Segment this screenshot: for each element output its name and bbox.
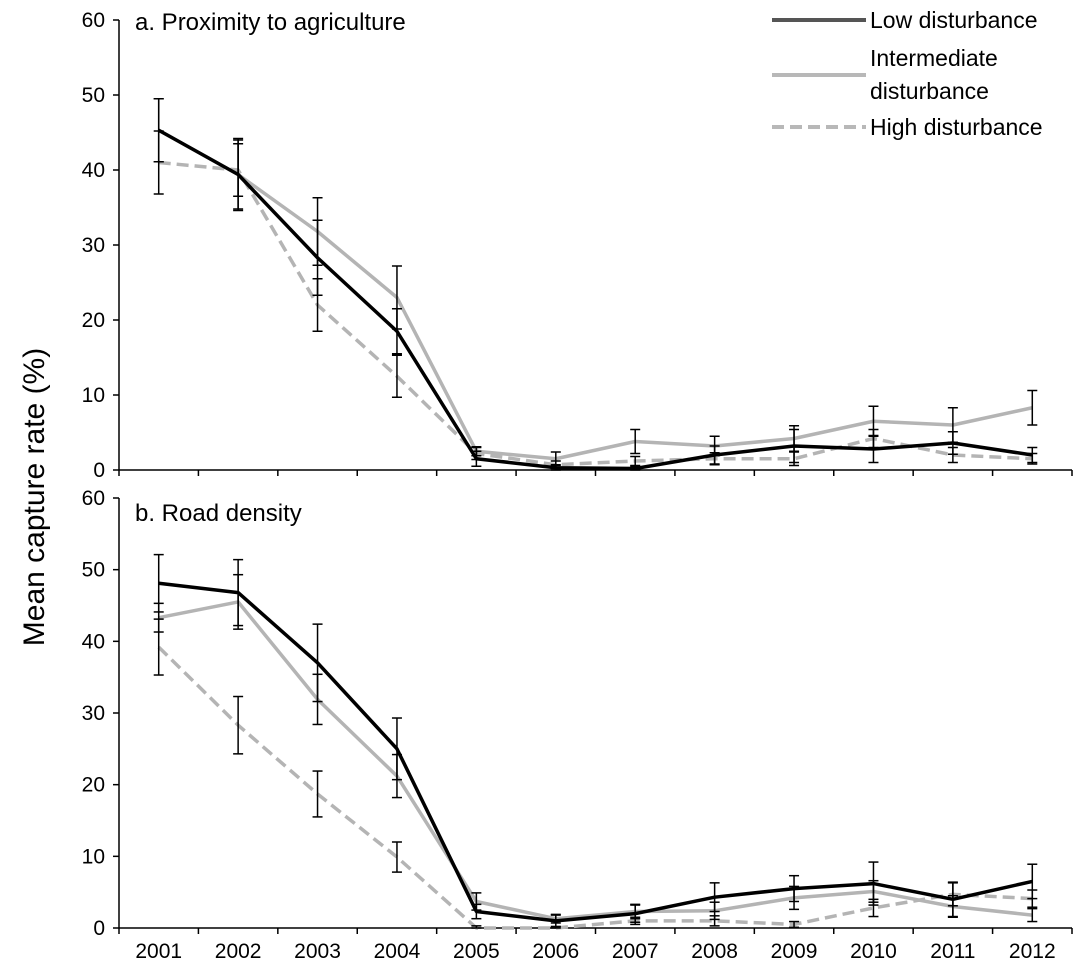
panel-b-error-bar-high-disturbance <box>391 841 402 873</box>
panel-b-error-bar-low-disturbance <box>550 914 561 928</box>
panel-a-error-bar-low-disturbance <box>789 428 800 464</box>
x-tick-label: 2005 <box>453 940 500 963</box>
panel-a-y-tick-label: 20 <box>82 309 105 332</box>
panel-a-error-bar-intermediate-disturbance <box>630 428 641 455</box>
x-tick-label: 2002 <box>215 940 262 963</box>
legend-label-low-disturbance: Low disturbance <box>870 7 1038 33</box>
panel-a-series-line-high-disturbance <box>158 160 1033 467</box>
panel-b-y-tick-label: 40 <box>82 630 105 653</box>
panel-a-y-tick-label: 30 <box>82 234 105 257</box>
panel-b-title: b. Road density <box>135 500 302 527</box>
panel-b-error-bar-high-disturbance <box>471 925 482 929</box>
x-tick-label: 2004 <box>374 940 421 963</box>
panel-a-error-bar-high-disturbance <box>391 354 402 398</box>
panel-b-y-tick-label: 20 <box>82 774 105 797</box>
panel-a-error-bar-low-disturbance <box>1027 446 1038 464</box>
legend-label-high-disturbance: High disturbance <box>870 114 1043 140</box>
panel-a-series-line-low-disturbance <box>157 128 1033 471</box>
x-tick-label: 2011 <box>930 940 975 963</box>
panel-a-error-bar-intermediate-disturbance <box>1027 389 1038 426</box>
x-tick-label: 2003 <box>294 940 341 963</box>
panel-a-y-tick-label: 60 <box>82 9 105 32</box>
panel-a-y-tick-label: 0 <box>93 459 105 482</box>
panel-a-error-bar-low-disturbance <box>391 308 402 355</box>
legend-label-intermediate-line1: Intermediate <box>870 45 998 71</box>
panel-b-error-bar-high-disturbance <box>233 695 244 755</box>
panel-a-title: a. Proximity to agriculture <box>135 9 406 36</box>
panel-b-error-bar-low-disturbance <box>789 874 800 903</box>
panel-b-error-bar-low-disturbance <box>312 623 323 703</box>
panel-b-series-line-high-disturbance <box>157 645 1033 930</box>
panel-b-series-line-intermediate-disturbance <box>158 600 1033 921</box>
panel-b-series-line-low-disturbance <box>158 581 1033 923</box>
panel-b-error-bar-low-disturbance <box>947 881 958 918</box>
panel-b-error-bar-high-disturbance <box>789 920 800 929</box>
panel-b-plot: 0 10 20 30 40 50 60 2001 2002 2003 2004 2005 2006 200… <box>82 487 1073 963</box>
x-tick-label: 2006 <box>532 940 579 963</box>
x-tick-label: 2010 <box>850 940 897 963</box>
panel-a-error-bar-low-disturbance <box>630 465 641 471</box>
panel-b-error-bar-low-disturbance <box>153 553 164 613</box>
panel-a-y-tick-label: 40 <box>82 159 105 182</box>
y-axis-label: Mean capture rate (%) <box>18 348 51 646</box>
panel-b-y-tick-label: 30 <box>82 702 105 725</box>
panel-a-error-bar-low-disturbance <box>153 98 164 163</box>
panel-b-error-bar-low-disturbance <box>630 904 641 924</box>
panel-a-error-bar-low-disturbance <box>312 219 323 296</box>
legend: Low disturbance Intermediate disturbance… <box>772 7 1043 140</box>
panel-a-error-bar-low-disturbance <box>868 434 879 464</box>
panel-b-error-bar-high-disturbance <box>312 770 323 818</box>
panel-a-series-line-intermediate-disturbance <box>157 128 1033 461</box>
x-tick-label: 2008 <box>691 940 738 963</box>
panel-b-y-tick-label: 10 <box>82 845 105 868</box>
panel-a-y-tick-label: 50 <box>82 84 105 107</box>
panel-b-error-bar-low-disturbance <box>391 717 402 781</box>
x-tick-label: 2007 <box>612 940 659 963</box>
panel-a-error-bar-low-disturbance <box>233 137 244 212</box>
panel-b-y-tick-label: 50 <box>82 559 105 582</box>
panel-a-error-bar-low-disturbance <box>471 450 482 467</box>
panel-b-error-bar-low-disturbance <box>233 558 244 627</box>
panel-a-error-bar-low-disturbance <box>947 431 958 455</box>
x-tick-label: 2001 <box>135 940 182 963</box>
panel-b-y-tick-label: 60 <box>82 487 105 510</box>
legend-label-intermediate-line2: disturbance <box>870 78 989 104</box>
panel-b-error-bar-low-disturbance <box>709 882 720 913</box>
panel-a-error-bar-low-disturbance <box>550 464 561 471</box>
panel-a-y-tick-label: 10 <box>82 384 105 407</box>
panel-b-error-bar-low-disturbance <box>1027 863 1038 900</box>
x-tick-label: 2012 <box>1009 940 1056 963</box>
panel-b-error-bar-low-disturbance <box>868 861 879 906</box>
panel-a-plot: 0 10 20 30 40 50 60 <box>82 9 1073 482</box>
panel-a-error-bar-low-disturbance <box>709 445 720 465</box>
panel-b-error-bar-low-disturbance <box>471 903 482 920</box>
panel-b-y-tick-label: 0 <box>93 917 105 940</box>
panel-b-error-bar-intermediate-disturbance <box>1027 907 1038 923</box>
x-tick-label: 2009 <box>771 940 818 963</box>
